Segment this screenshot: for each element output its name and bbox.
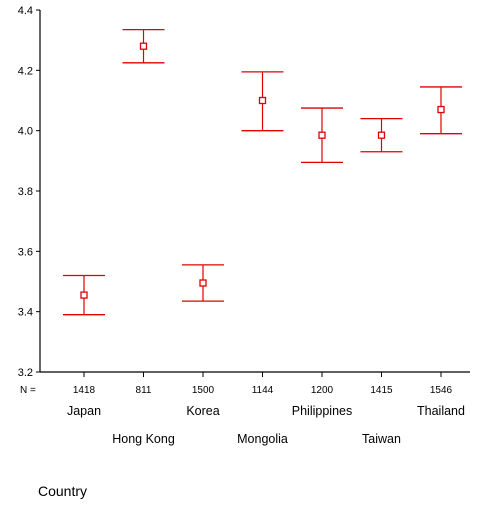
mean-marker [258, 96, 267, 105]
y-tick-label: 4.0 [18, 126, 33, 138]
n-count-label: 1144 [252, 385, 274, 396]
x-category-label: Japan [67, 404, 101, 418]
x-category-label: Hong Kong [112, 432, 175, 446]
y-tick-label: 3.6 [18, 246, 33, 258]
y-tick-label: 4.2 [18, 65, 33, 77]
n-count-label: 1546 [430, 385, 453, 396]
x-category-label: Taiwan [362, 432, 401, 446]
x-category-label: Thailand [417, 404, 465, 418]
y-tick-label: 4.4 [18, 5, 33, 17]
n-count-label: 1418 [73, 385, 96, 396]
x-axis-title: Country [38, 483, 87, 499]
mean-marker [199, 279, 207, 287]
x-category-label: Korea [186, 404, 219, 418]
y-tick-label: 3.2 [18, 367, 33, 379]
mean-marker [80, 291, 88, 299]
x-category-label: Mongolia [237, 432, 288, 446]
x-category-label: Philippines [292, 404, 352, 418]
mean-marker [318, 131, 326, 139]
n-count-label: 1415 [370, 385, 393, 396]
n-count-label: 1200 [311, 385, 334, 396]
n-count-label: 811 [136, 385, 152, 396]
n-count-label: 1500 [192, 385, 215, 396]
mean-marker [377, 131, 386, 139]
mean-marker [437, 105, 445, 114]
mean-marker [139, 42, 148, 50]
category-labels: 1418 Japan 811 Hong Kong 1500 Korea 1144 Mongol… [67, 385, 465, 446]
error-bars [63, 28, 462, 316]
axes: 3.2 3.4 3.6 3.8 4.0 4.2 4.4 [18, 5, 470, 379]
n-prefix-label: N = [20, 385, 36, 396]
y-tick-label: 3.8 [18, 186, 33, 198]
y-tick-label: 3.4 [18, 307, 33, 319]
